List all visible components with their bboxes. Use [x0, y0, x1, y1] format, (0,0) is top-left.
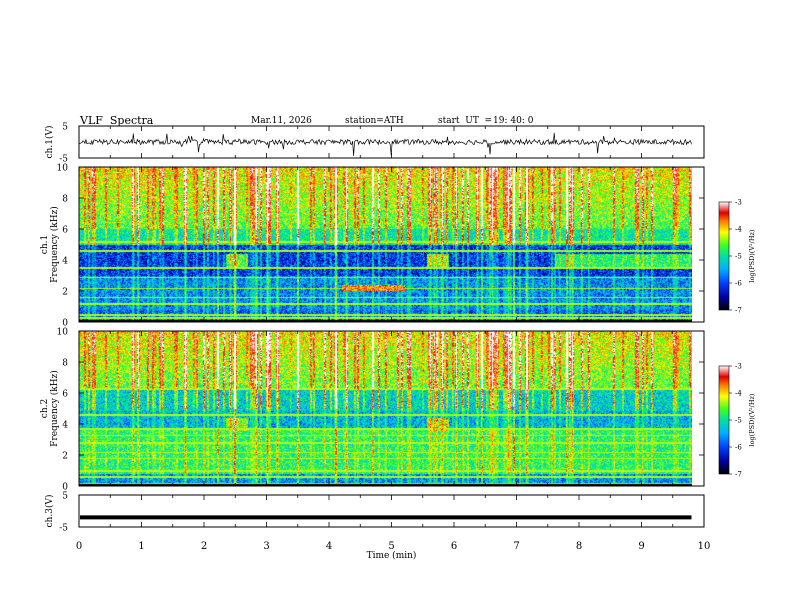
x-tick-label: 7	[513, 541, 519, 552]
ch1-waveform-y-tick-label: 5	[62, 123, 68, 133]
ch2-colorbar-label: log(PSD)(V²/Hz)	[748, 393, 756, 446]
ch2-spectrogram-y-tick-label: 2	[62, 452, 68, 462]
ch2-spectrogram-y-tick-label: 8	[62, 359, 68, 369]
ch3-waveform-ylabel: ch.3(V)	[44, 495, 55, 528]
ch1-spectrogram-y-tick-label: 2	[62, 288, 68, 298]
ch1-colorbar-tick-label: -6	[735, 280, 742, 288]
x-tick-label: 6	[451, 541, 457, 552]
ch1-spectrogram-ylabel: ch.1	[40, 235, 50, 254]
ch3-waveform-y-tick-label: -5	[59, 524, 68, 534]
ch1-colorbar-tick-label: -5	[735, 253, 742, 261]
x-tick-label: 3	[263, 541, 269, 552]
start-label: start UT =	[438, 116, 493, 126]
ch1-spectrogram-y-tick-label: 4	[62, 257, 68, 267]
ch1-waveform-line	[78, 132, 692, 156]
ch1-colorbar-tick-label: -3	[735, 199, 742, 207]
ch2-spectrogram-ylabel: ch.2	[40, 399, 50, 418]
ch1-colorbar-bar	[718, 201, 730, 311]
ch2-spectrogram-y-tick-label: 4	[62, 421, 68, 431]
x-tick-label: 4	[326, 541, 332, 552]
ch2-spectrogram-y-tick-label: 6	[62, 390, 68, 400]
station-label: station=ATH	[345, 116, 404, 126]
ch1-spectrogram-y-tick-label: 0	[62, 319, 68, 329]
ch1-spectrogram-y-tick-label: 6	[62, 226, 68, 236]
ch1-colorbar-label: log(PSD)(V²/Hz)	[748, 229, 756, 282]
ch1-waveform-y-tick-label: -5	[59, 155, 68, 165]
ch2-spectrogram-y-tick-label: 0	[62, 483, 68, 493]
x-tick-label: 9	[638, 541, 644, 552]
ch2-colorbar-tick-label: -3	[735, 363, 742, 371]
ch1-spectrogram-image	[79, 167, 692, 322]
plot-title: VLF Spectra	[80, 114, 154, 127]
ch1-colorbar-tick-label: -4	[735, 226, 742, 234]
ch2-colorbar-bar	[718, 365, 730, 475]
ch3-waveform-y-tick-label: 5	[62, 492, 68, 502]
ch2-spectrogram-ylabel: Frequency (kHz)	[49, 370, 60, 447]
x-tick-label: 10	[698, 541, 711, 552]
ch1-colorbar-tick-label: -7	[735, 307, 742, 315]
x-axis-label: Time (min)	[367, 550, 417, 561]
ch1-waveform-ylabel: ch.1(V)	[44, 126, 55, 159]
ch2-colorbar-tick-label: -6	[735, 444, 742, 452]
ch2-colorbar-tick-label: -4	[735, 390, 742, 398]
x-tick-label: 8	[576, 541, 582, 552]
ch2-spectrogram-y-tick-label: 10	[57, 328, 69, 338]
ch2-colorbar-tick-label: -7	[735, 471, 742, 479]
ch2-spectrogram-image	[79, 331, 692, 486]
x-tick-label: 0	[76, 541, 82, 552]
ch2-colorbar-tick-label: -5	[735, 417, 742, 425]
ch1-spectrogram-ylabel: Frequency (kHz)	[49, 206, 60, 283]
start-time-label: 19: 40: 0	[493, 116, 534, 126]
x-tick-label: 2	[201, 541, 207, 552]
x-tick-label: 1	[138, 541, 144, 552]
ch1-spectrogram-y-tick-label: 8	[62, 195, 68, 205]
x-tick-label: 5	[388, 541, 394, 552]
date-label: Mar.11, 2026	[251, 116, 312, 126]
ch1-spectrogram-y-tick-label: 10	[57, 164, 69, 174]
